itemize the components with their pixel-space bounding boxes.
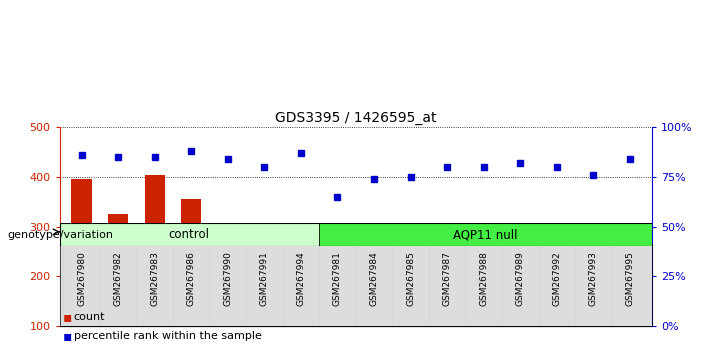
Text: GSM267994: GSM267994 [297,251,306,306]
Text: count: count [74,312,105,322]
Bar [181,199,201,354]
Bar [254,295,274,354]
Text: GSM267980: GSM267980 [77,251,86,306]
Bar [327,318,348,354]
Text: ▪: ▪ [63,310,72,324]
Text: GSM267991: GSM267991 [260,251,269,306]
Text: percentile rank within the sample: percentile rank within the sample [74,331,261,341]
Text: GSM267993: GSM267993 [589,251,598,306]
Bar [400,326,421,354]
Bar [144,175,165,354]
Bar [474,252,494,354]
Title: GDS3395 / 1426595_at: GDS3395 / 1426595_at [275,111,437,125]
Text: GSM267983: GSM267983 [150,251,159,306]
Bar [437,260,457,354]
Text: control: control [169,228,210,241]
Text: GSM267986: GSM267986 [186,251,196,306]
FancyBboxPatch shape [319,223,652,246]
Text: genotype/variation: genotype/variation [7,230,113,240]
Text: GSM267992: GSM267992 [552,251,562,306]
Bar [620,276,640,354]
Bar [364,296,384,354]
Text: GSM267990: GSM267990 [224,251,232,306]
Text: GSM267995: GSM267995 [625,251,634,306]
Bar [291,260,311,354]
Bar [218,253,238,354]
Bar [108,214,128,354]
Text: GSM267989: GSM267989 [516,251,525,306]
Bar [510,290,531,354]
Text: GSM267987: GSM267987 [442,251,451,306]
Text: GSM267985: GSM267985 [406,251,415,306]
Text: GSM267984: GSM267984 [369,251,379,306]
Text: GSM267982: GSM267982 [114,251,123,306]
Text: GSM267988: GSM267988 [479,251,488,306]
Bar [583,312,604,354]
Bar [72,179,92,354]
Text: AQP11 null: AQP11 null [453,228,517,241]
Text: GSM267981: GSM267981 [333,251,342,306]
Bar [547,303,567,354]
Text: ▪: ▪ [63,329,72,343]
FancyBboxPatch shape [60,223,319,246]
